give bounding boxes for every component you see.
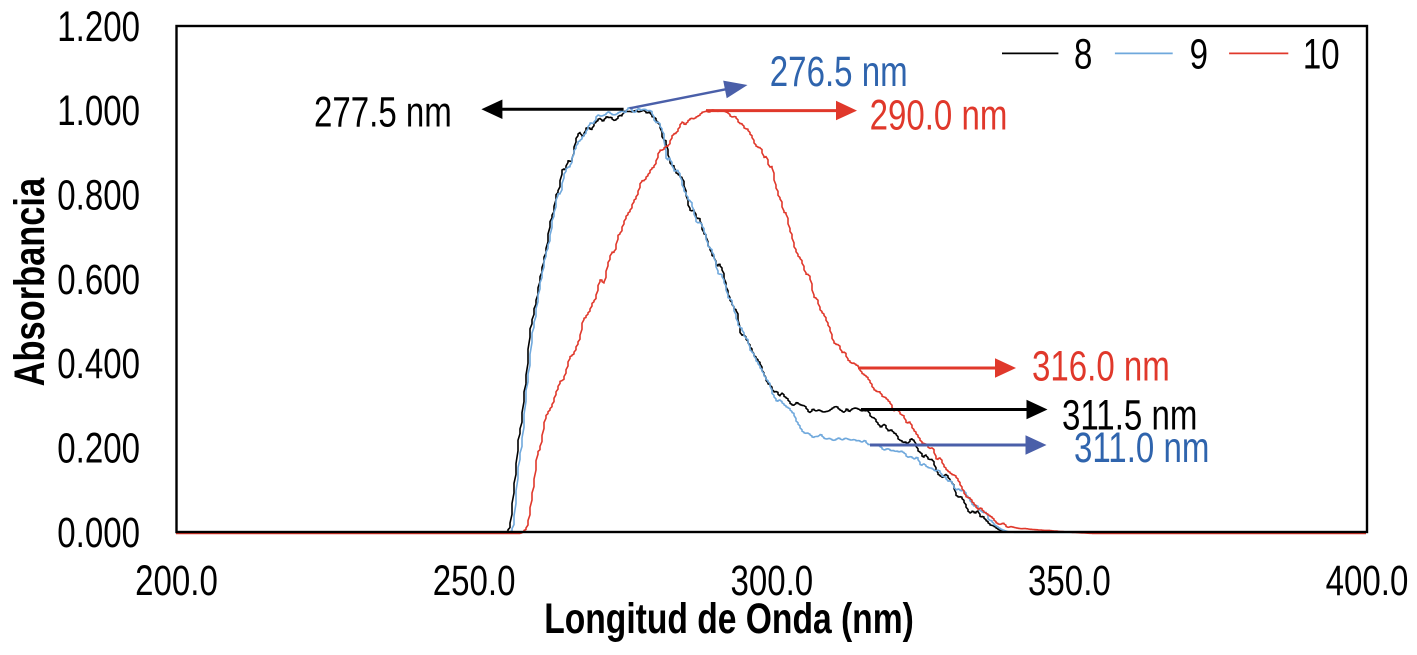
svg-text:9: 9: [1190, 32, 1208, 79]
svg-text:200.0: 200.0: [135, 558, 218, 605]
svg-text:400.0: 400.0: [1326, 558, 1409, 605]
svg-text:290.0 nm: 290.0 nm: [870, 92, 1008, 139]
svg-text:311.0 nm: 311.0 nm: [1074, 425, 1209, 472]
svg-text:8: 8: [1074, 32, 1092, 79]
svg-text:0.400: 0.400: [57, 341, 140, 388]
svg-text:316.0 nm: 316.0 nm: [1032, 344, 1170, 391]
svg-text:250.0: 250.0: [433, 558, 516, 605]
svg-text:311.5 nm: 311.5 nm: [1062, 393, 1197, 440]
svg-text:350.0: 350.0: [1028, 558, 1111, 605]
svg-text:Longitud de Onda (nm): Longitud de Onda (nm): [544, 595, 914, 643]
svg-text:1.000: 1.000: [57, 88, 140, 135]
svg-text:277.5 nm: 277.5 nm: [314, 90, 452, 137]
svg-text:0.200: 0.200: [57, 426, 140, 473]
svg-text:276.5 nm: 276.5 nm: [770, 49, 908, 96]
svg-text:10: 10: [1303, 32, 1340, 79]
svg-text:0.600: 0.600: [57, 257, 140, 304]
svg-text:300.0: 300.0: [730, 558, 813, 605]
svg-text:0.000: 0.000: [57, 510, 140, 557]
svg-text:Absorbancia: Absorbancia: [7, 177, 54, 386]
svg-text:0.800: 0.800: [57, 173, 140, 220]
svg-text:1.200: 1.200: [57, 4, 140, 51]
